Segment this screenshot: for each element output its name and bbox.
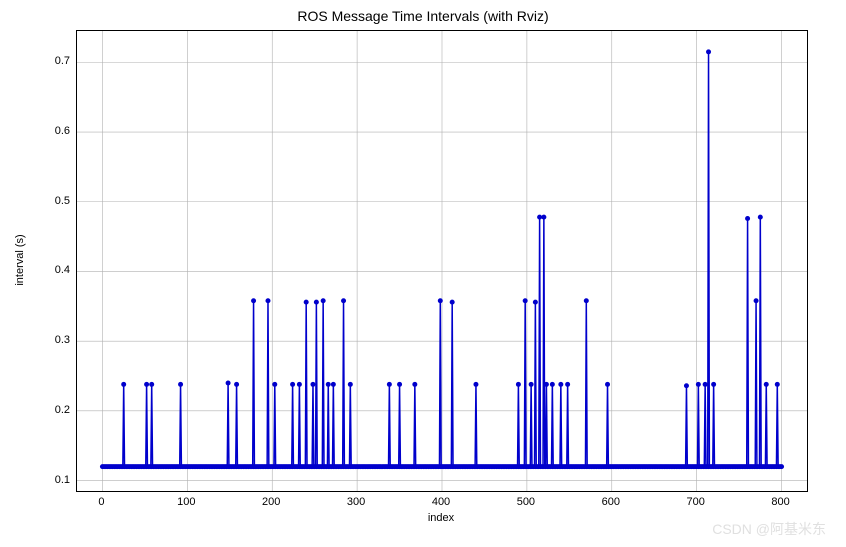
plot-area bbox=[76, 30, 808, 492]
y-tick-label: 0.6 bbox=[40, 125, 70, 137]
x-tick-label: 800 bbox=[771, 496, 789, 508]
x-tick-label: 400 bbox=[432, 496, 450, 508]
y-tick-label: 0.1 bbox=[40, 474, 70, 486]
y-tick-label: 0.2 bbox=[40, 404, 70, 416]
x-tick-label: 600 bbox=[602, 496, 620, 508]
x-tick-label: 200 bbox=[262, 496, 280, 508]
x-tick-label: 100 bbox=[177, 496, 195, 508]
x-tick-label: 300 bbox=[347, 496, 365, 508]
chart-figure: ROS Message Time Intervals (with Rviz) i… bbox=[0, 0, 846, 547]
y-tick-label: 0.7 bbox=[40, 55, 70, 67]
y-tick-label: 0.4 bbox=[40, 264, 70, 276]
y-axis-label: interval (s) bbox=[14, 234, 26, 285]
y-tick-label: 0.3 bbox=[40, 334, 70, 346]
x-tick-label: 700 bbox=[686, 496, 704, 508]
watermark: CSDN @阿基米东 bbox=[712, 519, 826, 539]
x-tick-label: 0 bbox=[98, 496, 104, 508]
x-tick-label: 500 bbox=[517, 496, 535, 508]
x-axis-label: index bbox=[428, 512, 454, 524]
chart-title: ROS Message Time Intervals (with Rviz) bbox=[0, 8, 846, 24]
y-tick-label: 0.5 bbox=[40, 195, 70, 207]
